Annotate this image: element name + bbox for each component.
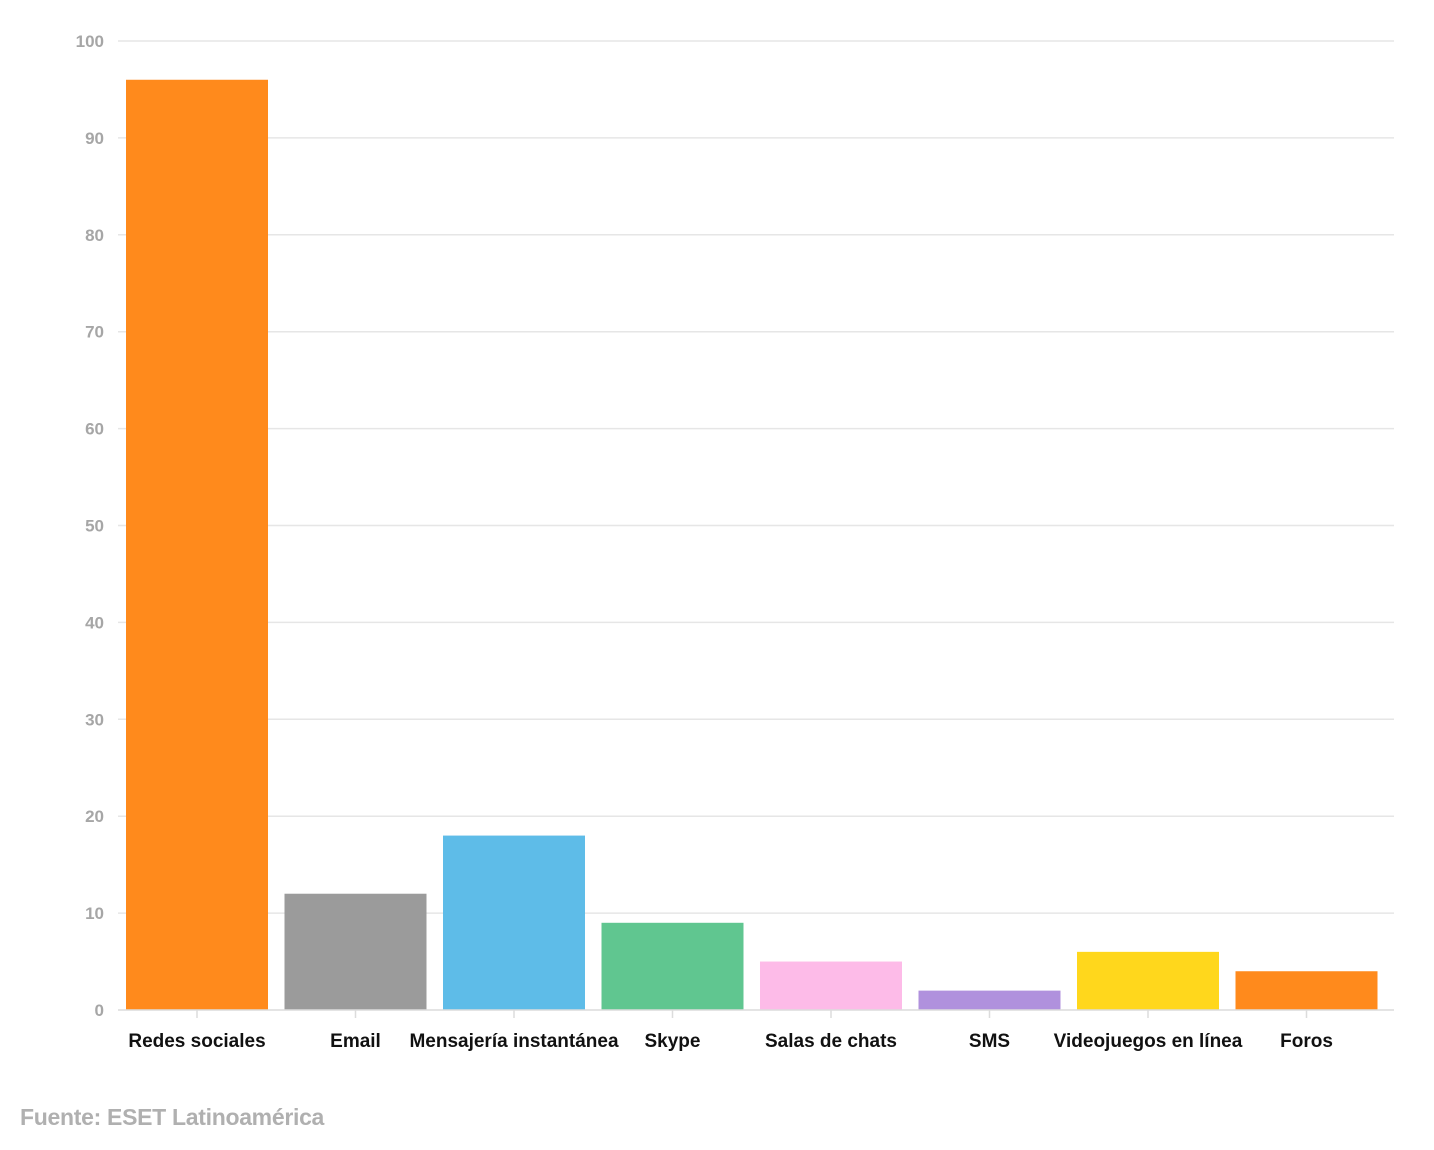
gridlines bbox=[118, 40, 1394, 914]
y-tick-label: 100 bbox=[76, 32, 104, 51]
x-axis-tick-marks bbox=[196, 1010, 1308, 1018]
x-tick-label: Mensajería instantánea bbox=[409, 1031, 619, 1052]
x-tick-label: Redes sociales bbox=[128, 1031, 265, 1052]
y-tick-label: 80 bbox=[85, 226, 104, 245]
y-tick-label: 0 bbox=[95, 1001, 104, 1020]
x-tick-label: Salas de chats bbox=[765, 1031, 897, 1052]
bar bbox=[918, 990, 1061, 1010]
x-tick-label: Skype bbox=[645, 1031, 701, 1052]
y-tick-label: 70 bbox=[85, 323, 104, 342]
bar bbox=[760, 961, 902, 1010]
bar bbox=[1077, 951, 1219, 1010]
y-tick-label: 30 bbox=[85, 710, 104, 729]
source-note: Fuente: ESET Latinoamérica bbox=[20, 1104, 325, 1130]
bar bbox=[126, 79, 268, 1010]
bars bbox=[126, 79, 1378, 1010]
y-tick-label: 50 bbox=[85, 517, 104, 536]
bar bbox=[1235, 971, 1378, 1010]
bar bbox=[601, 922, 744, 1010]
y-tick-label: 90 bbox=[85, 129, 104, 148]
y-tick-label: 10 bbox=[85, 904, 104, 923]
y-tick-label: 20 bbox=[85, 807, 104, 826]
x-tick-label: Foros bbox=[1280, 1031, 1333, 1052]
x-axis-tick-labels: Redes sociales Email Mensajería instantáne… bbox=[128, 1031, 1333, 1052]
y-tick-label: 60 bbox=[85, 420, 104, 439]
y-axis-tick-labels: 0 10 20 30 40 50 60 70 80 90 100 bbox=[76, 32, 104, 1020]
x-tick-label: Email bbox=[330, 1031, 381, 1052]
x-tick-label: Videojuegos en línea bbox=[1054, 1031, 1243, 1052]
bar bbox=[284, 893, 427, 1010]
y-tick-label: 40 bbox=[85, 613, 104, 632]
x-tick-label: SMS bbox=[969, 1031, 1010, 1052]
bar bbox=[443, 835, 585, 1010]
